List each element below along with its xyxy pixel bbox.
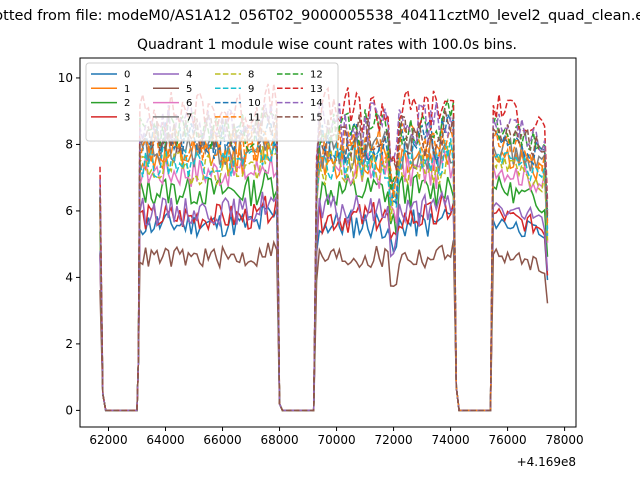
x-axis: 62000 64000 66000 68000 70000 72000 74000 76000… xyxy=(89,427,584,447)
series-line-14 xyxy=(99,102,549,412)
legend-label-2: 2 xyxy=(124,98,130,109)
x-tick-label: 70000 xyxy=(317,433,355,447)
chart-title: Quadrant 1 module wise count rates with … xyxy=(137,37,517,53)
y-tick-label: 8 xyxy=(65,137,73,151)
x-tick-label: 64000 xyxy=(146,433,184,447)
x-tick-label: 72000 xyxy=(374,433,412,447)
x-tick-label: 62000 xyxy=(89,433,127,447)
x-tick-label: 74000 xyxy=(431,433,469,447)
y-tick-label: 2 xyxy=(65,337,73,351)
x-tick-label: 78000 xyxy=(546,433,584,447)
legend-label-9: 9 xyxy=(248,84,254,95)
legend-label-1: 1 xyxy=(124,84,130,95)
legend-label-8: 8 xyxy=(248,70,254,81)
legend-box xyxy=(85,62,339,142)
x-offset-label: +4.169e8 xyxy=(517,455,576,469)
legend-label-11: 11 xyxy=(248,112,261,123)
series-line-0 xyxy=(99,202,549,412)
plot-area-frame xyxy=(79,57,577,428)
legend-label-7: 7 xyxy=(186,112,192,123)
legend-label-14: 14 xyxy=(310,98,323,109)
series-line-8 xyxy=(99,140,549,412)
legend-label-5: 5 xyxy=(186,84,192,95)
figure-suptitle: Plotted from file: modeM0/AS1A12_056T02_… xyxy=(0,8,640,24)
legend-label-0: 0 xyxy=(124,70,130,81)
legend-label-12: 12 xyxy=(310,70,323,81)
legend-label-15: 15 xyxy=(310,112,323,123)
x-tick-label: 66000 xyxy=(203,433,241,447)
series-line-5 xyxy=(99,239,549,412)
y-tick-label: 10 xyxy=(58,71,73,85)
legend-label-10: 10 xyxy=(248,98,261,109)
x-tick-label: 68000 xyxy=(260,433,298,447)
y-tick-label: 0 xyxy=(65,403,73,417)
y-tick-label: 4 xyxy=(65,270,73,284)
legend-label-4: 4 xyxy=(186,70,192,81)
y-tick-label: 6 xyxy=(65,204,73,218)
legend-label-13: 13 xyxy=(310,84,323,95)
series-line-4 xyxy=(99,190,549,412)
x-tick-label: 76000 xyxy=(488,433,526,447)
legend-label-3: 3 xyxy=(124,112,130,123)
y-axis: 0 2 4 6 8 10 xyxy=(58,71,80,417)
legend-label-6: 6 xyxy=(186,98,192,109)
